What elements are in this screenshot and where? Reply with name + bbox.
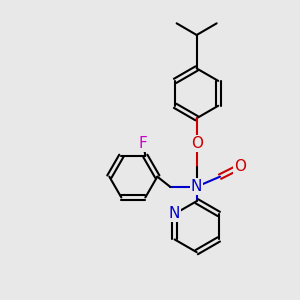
Text: N: N [169, 206, 180, 221]
Text: F: F [139, 136, 148, 151]
Text: O: O [191, 136, 203, 151]
Text: O: O [234, 159, 246, 174]
Text: N: N [191, 179, 202, 194]
